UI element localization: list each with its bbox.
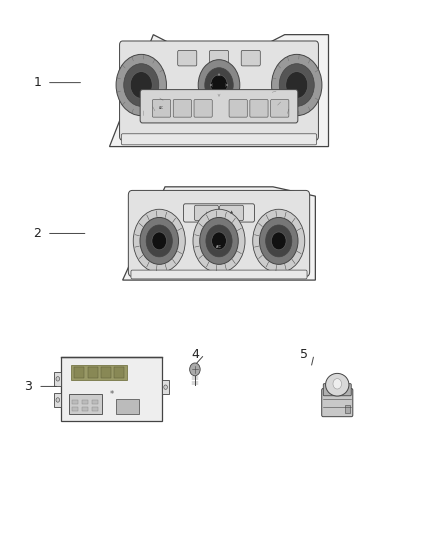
PathPatch shape <box>123 187 315 280</box>
Text: *: * <box>110 390 114 399</box>
FancyBboxPatch shape <box>71 365 127 380</box>
FancyBboxPatch shape <box>219 205 244 221</box>
Ellipse shape <box>325 374 349 396</box>
Circle shape <box>253 209 305 272</box>
FancyBboxPatch shape <box>74 367 85 378</box>
Circle shape <box>265 225 292 257</box>
Text: 1: 1 <box>33 76 41 89</box>
FancyBboxPatch shape <box>101 367 111 378</box>
FancyBboxPatch shape <box>114 367 124 378</box>
Circle shape <box>152 232 166 250</box>
FancyBboxPatch shape <box>121 134 317 145</box>
FancyBboxPatch shape <box>120 41 318 140</box>
FancyBboxPatch shape <box>82 407 88 411</box>
Text: 4: 4 <box>191 348 199 361</box>
Text: ▲: ▲ <box>230 211 233 215</box>
FancyBboxPatch shape <box>128 190 310 277</box>
FancyBboxPatch shape <box>194 205 219 221</box>
FancyBboxPatch shape <box>345 405 350 413</box>
Circle shape <box>212 232 226 250</box>
FancyBboxPatch shape <box>72 407 78 411</box>
FancyBboxPatch shape <box>92 407 98 411</box>
Text: 3: 3 <box>25 380 32 393</box>
FancyBboxPatch shape <box>54 372 61 386</box>
FancyBboxPatch shape <box>162 380 169 394</box>
FancyBboxPatch shape <box>194 100 212 117</box>
Circle shape <box>193 209 245 272</box>
Circle shape <box>56 377 60 381</box>
FancyBboxPatch shape <box>321 389 353 417</box>
Circle shape <box>124 64 159 107</box>
Circle shape <box>56 398 60 402</box>
FancyBboxPatch shape <box>271 100 289 117</box>
Text: A/C: A/C <box>159 106 164 110</box>
Circle shape <box>116 54 166 116</box>
Circle shape <box>272 54 322 116</box>
Circle shape <box>140 217 179 264</box>
FancyBboxPatch shape <box>54 393 61 407</box>
FancyBboxPatch shape <box>209 51 229 66</box>
Circle shape <box>200 217 238 264</box>
Circle shape <box>206 225 232 257</box>
FancyBboxPatch shape <box>82 400 88 405</box>
Circle shape <box>211 75 227 95</box>
FancyBboxPatch shape <box>131 270 307 279</box>
FancyBboxPatch shape <box>152 100 170 117</box>
FancyBboxPatch shape <box>323 384 351 395</box>
Text: 5: 5 <box>300 348 308 361</box>
PathPatch shape <box>110 35 328 147</box>
FancyBboxPatch shape <box>72 400 78 405</box>
Circle shape <box>205 68 233 102</box>
FancyBboxPatch shape <box>229 100 247 117</box>
FancyBboxPatch shape <box>178 51 197 66</box>
Circle shape <box>190 363 200 376</box>
Circle shape <box>272 232 286 250</box>
Text: i: i <box>206 211 207 215</box>
Circle shape <box>198 60 240 110</box>
FancyBboxPatch shape <box>241 51 260 66</box>
Circle shape <box>133 209 185 272</box>
Circle shape <box>146 225 173 257</box>
FancyBboxPatch shape <box>250 100 268 117</box>
Circle shape <box>164 385 167 390</box>
Text: A/C: A/C <box>216 245 222 249</box>
Circle shape <box>333 378 342 389</box>
FancyBboxPatch shape <box>140 90 298 123</box>
FancyBboxPatch shape <box>117 399 139 414</box>
FancyBboxPatch shape <box>173 100 191 117</box>
FancyBboxPatch shape <box>88 367 98 378</box>
Text: 2: 2 <box>33 227 41 240</box>
FancyBboxPatch shape <box>92 400 98 405</box>
FancyBboxPatch shape <box>61 357 162 421</box>
Circle shape <box>279 64 314 107</box>
FancyBboxPatch shape <box>69 394 102 414</box>
Circle shape <box>259 217 298 264</box>
Circle shape <box>131 72 152 98</box>
Circle shape <box>286 72 307 98</box>
